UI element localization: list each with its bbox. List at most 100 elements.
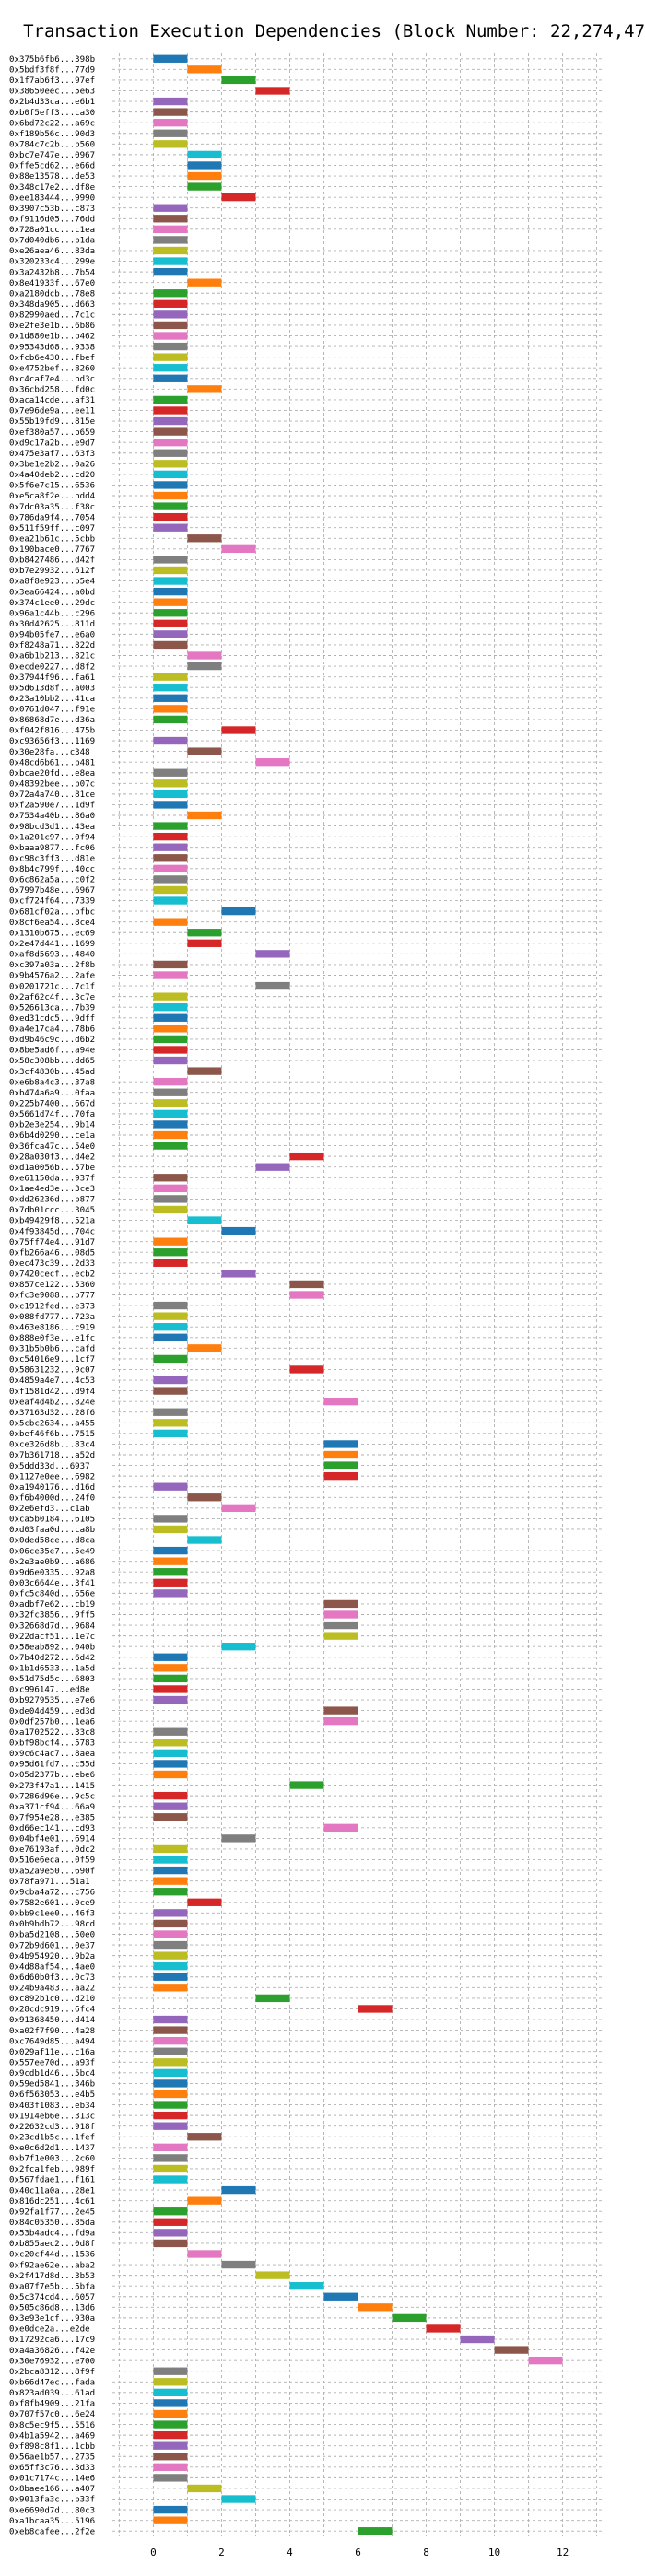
y-tick-label: 0xc7649d85...a494 — [9, 2037, 96, 2046]
transaction-bar — [153, 864, 188, 873]
transaction-bar — [153, 2441, 188, 2450]
transaction-bar — [153, 577, 188, 585]
y-tick-label: 0x9013fa3c...b33f — [9, 2496, 95, 2505]
y-tick-label: 0x375b6fb6...398b — [9, 55, 95, 64]
y-tick-label: 0xf8fb4909...21fa — [9, 2400, 95, 2409]
bars — [153, 54, 563, 2535]
y-tick-label: 0x31b5b0b6...cafd — [9, 1345, 95, 1354]
transaction-bar — [187, 811, 222, 820]
y-tick-label: 0x51d75d5c...6803 — [9, 1675, 95, 1684]
transaction-bar — [153, 1482, 188, 1491]
transaction-bar — [323, 1440, 358, 1448]
transaction-bar — [528, 2356, 563, 2365]
y-tick-label: 0x4a40deb2...cd20 — [9, 471, 95, 480]
y-tick-label: 0x4b1a5942...a469 — [9, 2431, 95, 2441]
x-tick-label: 4 — [287, 2547, 293, 2558]
transaction-bar — [323, 1471, 358, 1481]
y-tick-label: 0x2e6efd3...c1ab — [9, 1505, 90, 1514]
transaction-bar — [153, 406, 188, 415]
y-tick-label: 0xecde0227...d8f2 — [9, 662, 95, 672]
y-tick-label: 0x2fca1feb...989f — [9, 2165, 95, 2174]
x-tick-label: 8 — [423, 2547, 429, 2558]
transaction-bar — [153, 1025, 188, 1033]
y-tick-label: 0x2bca8312...8f9f — [9, 2368, 95, 2377]
transaction-bar — [187, 929, 222, 937]
y-tick-label: 0xeb8cafee...2f2e — [9, 2527, 95, 2536]
transaction-bar — [221, 1226, 256, 1235]
y-tick-label: 0x75ff74e4...91d7 — [9, 1238, 95, 1247]
y-tick-label: 0x59ed5841...346b — [9, 2080, 95, 2090]
y-tick-label: 0xbef46f6b...7515 — [9, 1430, 95, 1439]
y-tick-label: 0x9cba4a72...c756 — [9, 1888, 95, 1897]
transaction-bar — [153, 299, 188, 308]
transaction-bar — [153, 416, 188, 426]
transaction-bar — [255, 758, 290, 767]
transaction-bar — [153, 2068, 188, 2078]
y-tick-label: 0x95d61fd7...c55d — [9, 1761, 95, 1770]
transaction-bar — [153, 843, 188, 851]
y-tick-label: 0x707f57c0...6e24 — [9, 2410, 96, 2419]
transaction-bar — [153, 1301, 188, 1310]
transaction-bar — [494, 2346, 529, 2354]
y-tick-label: 0xb2e3e254...9b14 — [9, 1121, 96, 1130]
transaction-bar — [221, 1504, 256, 1512]
transaction-bar — [153, 1323, 188, 1331]
transaction-bar — [153, 310, 188, 319]
transaction-bar — [153, 1515, 188, 1523]
transaction-bar — [153, 918, 188, 926]
y-tick-label: 0xc996147...ed8e — [9, 1686, 90, 1695]
transaction-bar — [153, 790, 188, 799]
y-tick-label: 0xe76193af...0dc2 — [9, 1845, 95, 1855]
transaction-bar — [153, 1856, 188, 1864]
y-tick-label: 0xb7e29932...612f — [9, 567, 95, 576]
transaction-bar — [153, 630, 188, 638]
y-tick-label: 0x511f59ff...c097 — [9, 524, 95, 533]
y-tick-label: 0x1ae4ed3e...3ce3 — [9, 1185, 95, 1194]
y-tick-label: 0xe0dce2a...e2de — [9, 2325, 90, 2335]
transaction-bar — [153, 1962, 188, 1971]
transaction-bar — [153, 1791, 188, 1800]
y-tick-label: 0x03c6644e...3f41 — [9, 1579, 95, 1588]
transaction-bar — [153, 1919, 188, 1928]
transaction-bar — [153, 1973, 188, 1981]
y-tick-label: 0xe26aea46...83da — [9, 247, 95, 256]
transaction-bar — [153, 2229, 188, 2237]
transaction-bar — [153, 129, 188, 137]
y-tick-label: 0x37944f96...fa61 — [9, 673, 95, 683]
y-tick-label: 0x01c7174c...14e6 — [9, 2475, 95, 2484]
y-tick-label: 0xc20cf44d...1536 — [9, 2251, 95, 2260]
y-tick-label: 0x7997b48e...6967 — [9, 886, 95, 896]
transaction-bar — [187, 747, 222, 755]
transaction-bar — [153, 822, 188, 830]
y-tick-label: 0xa02f7f90...4a28 — [9, 2027, 95, 2036]
y-tick-label: 0x48392bee...b07c — [9, 780, 95, 790]
transaction-bar — [153, 2058, 188, 2067]
y-tick-label: 0xb49429f8...521a — [9, 1217, 95, 1226]
y-tick-label: 0x7b361718...a52d — [9, 1451, 95, 1460]
y-tick-label: 0x56ae1b57...2735 — [9, 2453, 95, 2462]
y-tick-label: 0x6f563053...e4b5 — [9, 2090, 95, 2100]
y-tick-label: 0x8b4c799f...40cc — [9, 865, 95, 874]
y-tick-label: 0xc397a03a...2f8b — [9, 961, 95, 970]
y-tick-label: 0xc98c3ff3...d81e — [9, 854, 95, 863]
transaction-bar — [153, 1877, 188, 1885]
y-tick-label: 0x9cdb1d46...5bc4 — [9, 2069, 96, 2078]
y-tick-label: 0x3cf4830b...45ad — [9, 1068, 95, 1077]
transaction-bar — [255, 87, 290, 95]
transaction-bar — [153, 1120, 188, 1129]
transaction-bar — [255, 981, 290, 990]
transaction-bar — [289, 1365, 324, 1374]
transaction-bar — [153, 801, 188, 809]
transaction-bar — [153, 1205, 188, 1214]
transaction-bar — [153, 2218, 188, 2226]
y-tick-label: 0xa2180dcb...78e8 — [9, 289, 95, 299]
y-tick-label: 0xea21b61c...5cbb — [9, 534, 95, 544]
y-tick-label: 0x3907c53b...c873 — [9, 205, 95, 214]
y-tick-label: 0x7d040db6...b1da — [9, 237, 95, 246]
y-tick-label: 0x2e3ae0b9...a686 — [9, 1558, 95, 1567]
transaction-bar — [153, 1739, 188, 1747]
y-tick-labels: 0x375b6fb6...398b 0x5bdf3f8f...77d90x1f7a… — [9, 55, 96, 2536]
y-tick-label: 0x6b4d0290...ce1a — [9, 1131, 95, 1141]
y-tick-label: 0xcf724f64...7339 — [9, 897, 95, 907]
y-tick-label: 0x8e41933f...67e0 — [9, 279, 95, 288]
